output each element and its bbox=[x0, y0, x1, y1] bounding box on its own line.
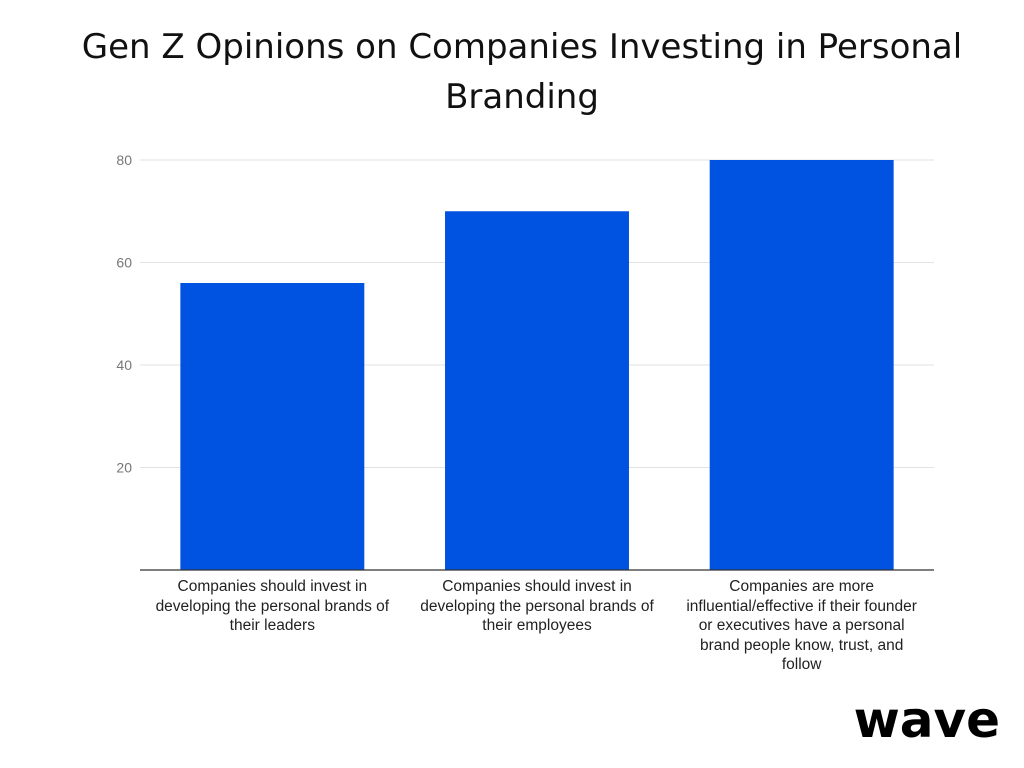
x-category-label: Companies should invest in developing th… bbox=[420, 578, 654, 634]
bar bbox=[180, 283, 365, 570]
chart-title: Gen Z Opinions on Companies Investing in… bbox=[81, 27, 963, 117]
bar bbox=[445, 211, 629, 570]
y-tick-label: 20 bbox=[116, 460, 132, 476]
bar bbox=[709, 160, 894, 570]
y-tick-label: 60 bbox=[116, 255, 132, 271]
y-tick-label: 80 bbox=[116, 152, 132, 168]
x-category-label: Companies should invest in developing th… bbox=[155, 578, 390, 634]
x-category-label: Companies are more influential/effective… bbox=[686, 578, 917, 673]
y-tick-label: 40 bbox=[116, 357, 132, 373]
y-axis-ticks: 20 40 60 80 bbox=[116, 152, 132, 476]
bars bbox=[180, 160, 894, 570]
wave-logo: wave bbox=[853, 691, 1000, 749]
